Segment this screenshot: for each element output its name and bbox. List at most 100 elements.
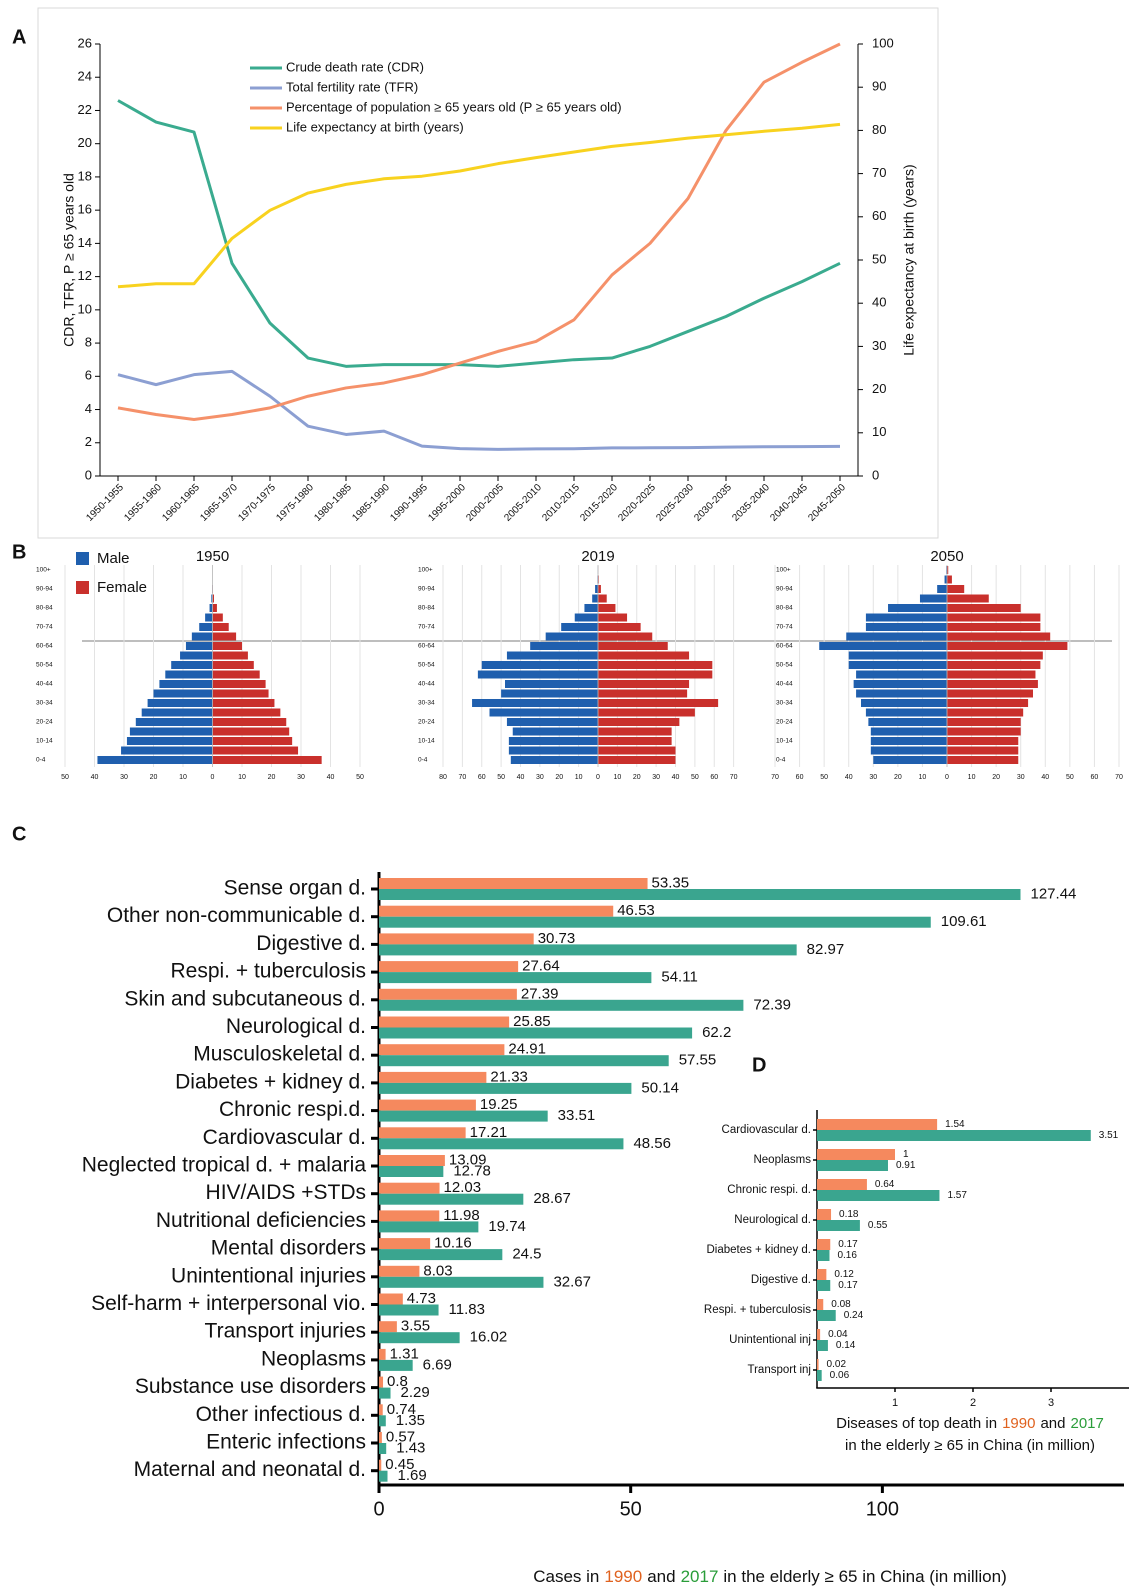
value-label: 0.08 (831, 1299, 851, 1310)
x-tick-label: 2020-2025 (616, 482, 658, 524)
y-tick-label: 30-34 (418, 700, 435, 707)
y-tick-label: 60-64 (36, 643, 53, 650)
bar (592, 594, 598, 603)
bar (947, 642, 1068, 650)
y-tick-label: 18 (78, 168, 92, 183)
y2-tick-label: 10 (872, 424, 886, 439)
bar (379, 933, 534, 945)
x-tick-label: 10 (919, 774, 927, 781)
x-tick-label: 70 (771, 774, 779, 781)
value-label: 0.55 (868, 1220, 888, 1231)
bar (379, 1321, 397, 1333)
x-tick-label: 2035-2040 (730, 482, 772, 524)
bar (212, 746, 299, 755)
y-tick-label: Neglected tropical d. + malaria (82, 1154, 367, 1177)
y2-tick-label: 40 (872, 295, 886, 310)
x-axis-label: Cases in 1990 and 2017 in the elderly ≥ 65 i… (533, 1567, 1007, 1586)
bar (947, 604, 1021, 612)
y-tick-label: 100+ (418, 567, 433, 574)
bar (212, 680, 266, 688)
y2-tick-label: 90 (872, 79, 886, 94)
value-label: 62.2 (702, 1024, 731, 1041)
y-tick-label: Enteric infections (206, 1431, 366, 1454)
bar (947, 689, 1033, 698)
bar (185, 642, 213, 650)
x-tick-label: 2005-2010 (502, 482, 544, 524)
bar (919, 594, 947, 603)
bar (947, 651, 1043, 660)
value-label: 57.55 (679, 1052, 717, 1069)
y-tick-label: 40-44 (418, 681, 435, 688)
bar (817, 1329, 821, 1340)
x-tick-label: 2010-2015 (540, 482, 582, 524)
bar (530, 642, 598, 650)
bar (848, 661, 947, 669)
bar (489, 708, 598, 717)
y-tick-label: 0-4 (418, 757, 428, 764)
x-tick-label: 10 (238, 774, 246, 781)
bar (379, 1376, 384, 1388)
bar (947, 594, 989, 603)
y-tick-label: HIV/AIDS +STDs (206, 1181, 366, 1204)
value-label: 24.91 (508, 1041, 546, 1058)
bar (379, 1443, 387, 1454)
legend-label: Total fertility rate (TFR) (286, 79, 418, 94)
x-axis-label-part: in the elderly ≥ 65 in China (in million… (723, 1567, 1006, 1586)
x-tick-label: 2025-2030 (654, 482, 696, 524)
x-tick-label: 50 (691, 774, 699, 781)
x-tick-label: 1985-1990 (350, 482, 392, 524)
y2-tick-label: 50 (872, 251, 886, 266)
value-label: 0.17 (838, 1280, 858, 1291)
y-tick-label: Other non-communicable d. (107, 904, 366, 927)
y-tick-label: 60-64 (418, 643, 435, 650)
bar (865, 708, 947, 717)
bar (379, 1055, 669, 1067)
bar (379, 1276, 544, 1288)
bar (379, 1459, 382, 1471)
legend-label: Female (97, 579, 147, 596)
value-label: 1.69 (398, 1467, 427, 1484)
bar (508, 737, 598, 745)
bar (212, 727, 290, 736)
bar (379, 1071, 487, 1083)
y2-tick-label: 0 (872, 467, 879, 482)
y2-axis-label: Life expectancy at birth (years) (901, 164, 917, 355)
bar (379, 916, 931, 928)
value-label: 2.29 (401, 1384, 430, 1401)
value-label: 12.78 (453, 1162, 491, 1179)
value-label: 0.04 (828, 1329, 848, 1340)
legend-swatch (76, 581, 89, 594)
y-tick-label: 4 (85, 401, 92, 416)
bar (379, 1155, 445, 1166)
value-label: 53.35 (652, 874, 690, 891)
bar (947, 680, 1038, 688)
bar (212, 594, 214, 603)
legend-label: Male (97, 550, 130, 567)
value-label: 27.39 (521, 985, 559, 1002)
value-label: 19.25 (480, 1096, 518, 1113)
x-axis-label-part: and (1040, 1415, 1065, 1432)
value-label: 0.45 (385, 1456, 414, 1473)
pyramid-title: 2019 (581, 548, 614, 565)
x-tick-label: 50 (61, 774, 69, 781)
bar (870, 746, 947, 755)
y-tick-label: 50-54 (776, 662, 793, 669)
y-tick-label: 30-34 (36, 700, 53, 707)
bar (379, 878, 648, 889)
bar (379, 1082, 632, 1094)
bar (598, 689, 688, 698)
bar (598, 661, 713, 669)
bar (379, 1138, 624, 1150)
x-tick-label: 2 (970, 1397, 976, 1409)
value-label: 19.74 (488, 1218, 526, 1235)
y-tick-label: Transport inj (748, 1364, 812, 1376)
value-label: 0.06 (830, 1370, 850, 1381)
value-label: 1.31 (390, 1345, 419, 1362)
bar (944, 575, 947, 584)
bar (817, 1280, 831, 1291)
y-tick-label: 70-74 (418, 624, 435, 631)
x-tick-label: 50 (820, 774, 828, 781)
legend-label: Crude death rate (CDR) (286, 59, 424, 74)
x-tick-label: 1960-1965 (160, 482, 202, 524)
y-tick-label: 14 (78, 235, 92, 250)
